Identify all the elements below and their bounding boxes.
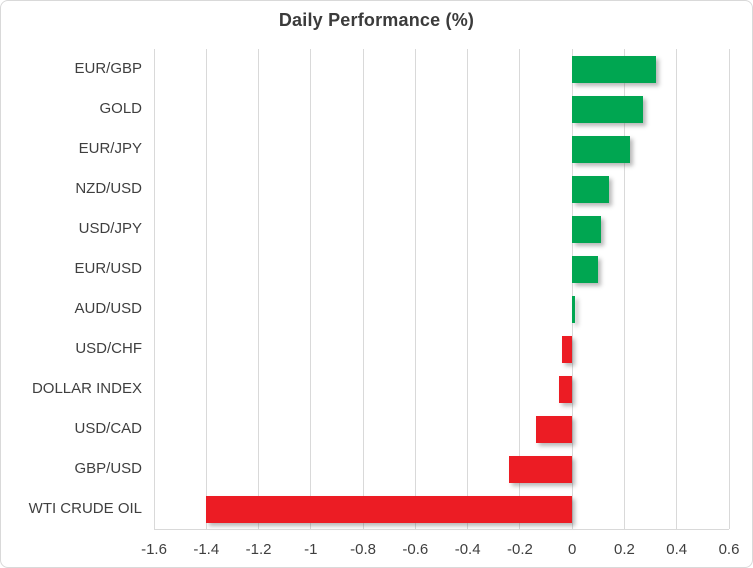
x-tick-label: -1.2 [245, 541, 272, 558]
x-tick-label: -0.4 [454, 541, 481, 558]
x-tick-label: -0.2 [506, 541, 533, 558]
bar-usd-jpy [572, 215, 601, 243]
chart-title: Daily Performance (%) [278, 10, 475, 30]
bar-eur-gbp [572, 55, 656, 83]
gridline [310, 49, 312, 529]
bar-nzd-usd [572, 175, 609, 203]
gridline [571, 49, 573, 529]
gridline [467, 49, 469, 529]
gridline [362, 49, 364, 529]
bar-wti-crude-oil [206, 495, 573, 523]
gridline [519, 49, 521, 529]
plot-area [153, 49, 730, 529]
gridline [676, 49, 678, 529]
gridline [414, 49, 416, 529]
bar-usd-chf [561, 335, 573, 363]
category-label: GBP/USD [74, 460, 142, 477]
bar-eur-usd [572, 255, 599, 283]
x-axis-line [154, 529, 729, 530]
x-tick-label: 0.2 [614, 541, 635, 558]
gridline [728, 49, 730, 529]
gridline [623, 49, 625, 529]
x-tick-label: -0.8 [350, 541, 377, 558]
x-tick-label: 0 [568, 541, 577, 558]
category-label: EUR/USD [74, 260, 142, 277]
category-label: AUD/USD [74, 300, 142, 317]
x-tick-label: -1 [304, 541, 318, 558]
bar-usd-cad [535, 415, 573, 443]
category-label: USD/CAD [74, 420, 142, 437]
y-axis-category-labels: EUR/GBP GOLD EUR/JPY NZD/USD USD/JPY EUR/USD A… [1, 49, 142, 529]
bar-gbp-usd [509, 455, 573, 483]
category-label: EUR/GBP [74, 60, 142, 77]
bar-aud-usd [572, 295, 575, 323]
category-label: USD/JPY [78, 220, 142, 237]
x-axis-tick-labels: -1.6 -1.4 -1.2 -1 -0.8 -0.6 -0.4 -0.2 0 0.2 0.4 0.6 [141, 541, 739, 563]
x-tick-label: 0.4 [666, 541, 688, 558]
category-label: USD/CHF [75, 340, 142, 357]
x-tick-label: -1.6 [141, 541, 167, 558]
gridline [153, 49, 155, 529]
bar-eur-jpy [572, 135, 630, 163]
bar-gold [572, 95, 643, 123]
x-tick-label: 0.6 [718, 541, 740, 558]
category-label: DOLLAR INDEX [31, 380, 142, 397]
category-label: GOLD [99, 100, 142, 117]
x-tick-label: -0.6 [402, 541, 429, 558]
bar-dollar-index [559, 375, 573, 403]
category-label: WTI CRUDE OIL [28, 500, 142, 517]
category-label: NZD/USD [75, 180, 142, 197]
category-label: EUR/JPY [78, 140, 142, 157]
gridline [205, 49, 207, 529]
x-tick-label: -1.4 [193, 541, 220, 558]
gridline [258, 49, 260, 529]
